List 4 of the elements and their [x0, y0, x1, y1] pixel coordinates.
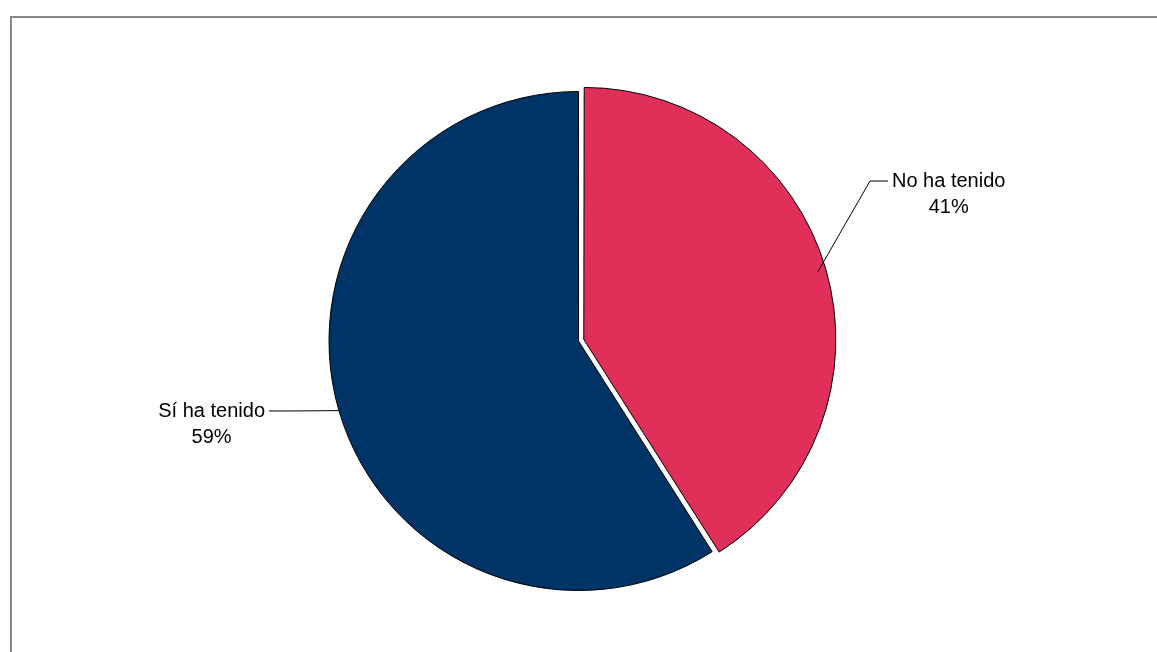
slice-label: No ha tenido [891, 168, 1006, 191]
data-label: 41% [928, 194, 969, 217]
slice-label: Sí ha tenido [158, 398, 266, 421]
data-label: 59% [191, 424, 232, 447]
